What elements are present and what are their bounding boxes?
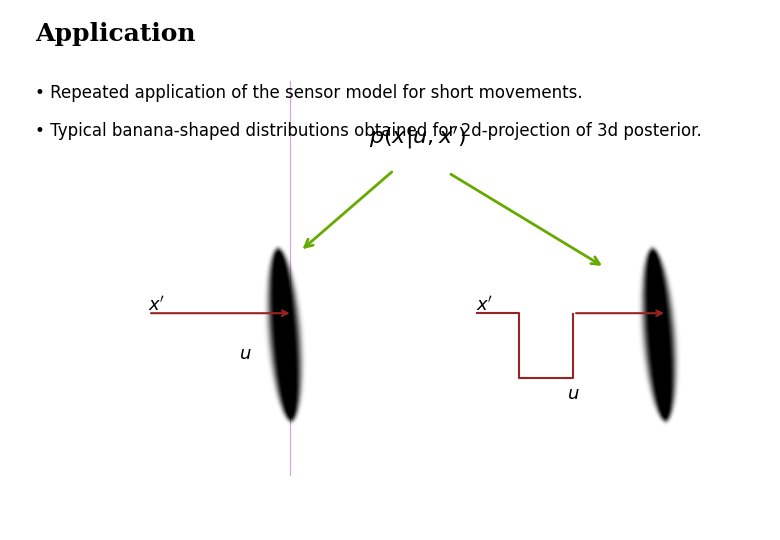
Text: $p(x|u,x')$: $p(x|u,x')$ [369,125,466,151]
Ellipse shape [644,249,675,421]
Text: • Typical banana-shaped distributions obtained for 2d-projection of 3d posterior: • Typical banana-shaped distributions ob… [35,122,702,139]
Ellipse shape [644,249,674,420]
Ellipse shape [643,248,675,421]
Text: Application: Application [35,22,196,45]
Ellipse shape [269,249,300,421]
Ellipse shape [268,247,302,422]
Ellipse shape [275,254,294,416]
Ellipse shape [646,251,672,419]
Ellipse shape [273,252,296,417]
Ellipse shape [275,253,295,416]
Ellipse shape [271,250,299,420]
Ellipse shape [642,248,676,422]
Text: $x'$: $x'$ [148,295,165,315]
Ellipse shape [645,250,673,420]
Ellipse shape [648,252,670,417]
Ellipse shape [272,251,297,418]
Ellipse shape [272,252,297,418]
Ellipse shape [644,249,674,420]
Ellipse shape [271,251,298,418]
Ellipse shape [269,249,300,421]
Ellipse shape [270,249,300,420]
Ellipse shape [650,254,668,416]
Ellipse shape [268,248,301,421]
Ellipse shape [271,251,298,419]
Ellipse shape [274,252,296,417]
Ellipse shape [642,247,676,422]
Text: $u$: $u$ [567,385,580,403]
Ellipse shape [270,249,300,420]
Ellipse shape [644,249,675,421]
Text: $u$: $u$ [239,345,252,363]
Text: • Repeated application of the sensor model for short movements.: • Repeated application of the sensor mod… [35,84,583,102]
Ellipse shape [271,250,299,420]
Ellipse shape [268,248,302,422]
Ellipse shape [649,253,669,416]
Ellipse shape [647,251,672,418]
Ellipse shape [648,253,670,417]
Ellipse shape [649,253,669,416]
Text: $x'$: $x'$ [476,295,493,315]
Ellipse shape [647,252,671,417]
Ellipse shape [647,252,672,418]
Ellipse shape [646,251,672,418]
Ellipse shape [647,252,671,418]
Ellipse shape [645,250,673,420]
Ellipse shape [643,248,675,421]
Ellipse shape [274,253,296,417]
Ellipse shape [268,248,301,421]
Ellipse shape [275,254,294,416]
Ellipse shape [273,252,296,418]
Ellipse shape [275,253,295,416]
Ellipse shape [650,254,668,416]
